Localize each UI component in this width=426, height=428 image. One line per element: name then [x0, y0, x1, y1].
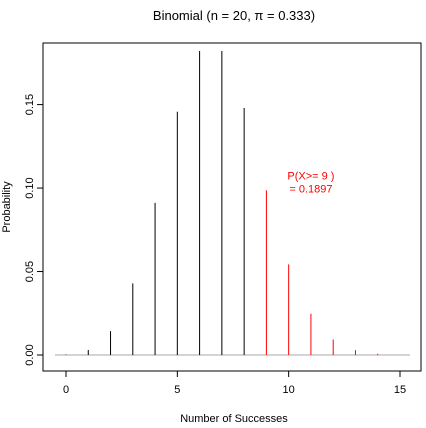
y-tick-label-0.00: 0.00: [24, 344, 36, 365]
x-tick-label-0: 0: [63, 384, 69, 396]
probability-annotation: P(X>= 9 ) = 0.1897: [287, 171, 334, 196]
y-axis: 0.00 0.05 0.10 0.15: [24, 94, 44, 366]
x-axis: 0 5 10 15: [63, 370, 406, 396]
bars-group: [65, 51, 401, 355]
x-tick-label-15: 15: [394, 384, 406, 396]
annotation-line-1: P(X>= 9 ): [287, 171, 334, 183]
y-axis-label: Probability: [1, 181, 13, 233]
x-tick-label-5: 5: [174, 384, 180, 396]
plot-frame: [42, 42, 422, 372]
annotation-line-2: = 0.1897: [289, 184, 332, 196]
chart-title: Binomial (n = 20, π = 0.333): [153, 8, 315, 23]
y-tick-label-0.10: 0.10: [24, 177, 36, 198]
x-axis-label: Number of Successes: [180, 413, 288, 425]
y-tick-label-0.15: 0.15: [24, 94, 36, 115]
x-tick-label-10: 10: [283, 384, 295, 396]
y-tick-label-0.05: 0.05: [24, 261, 36, 282]
